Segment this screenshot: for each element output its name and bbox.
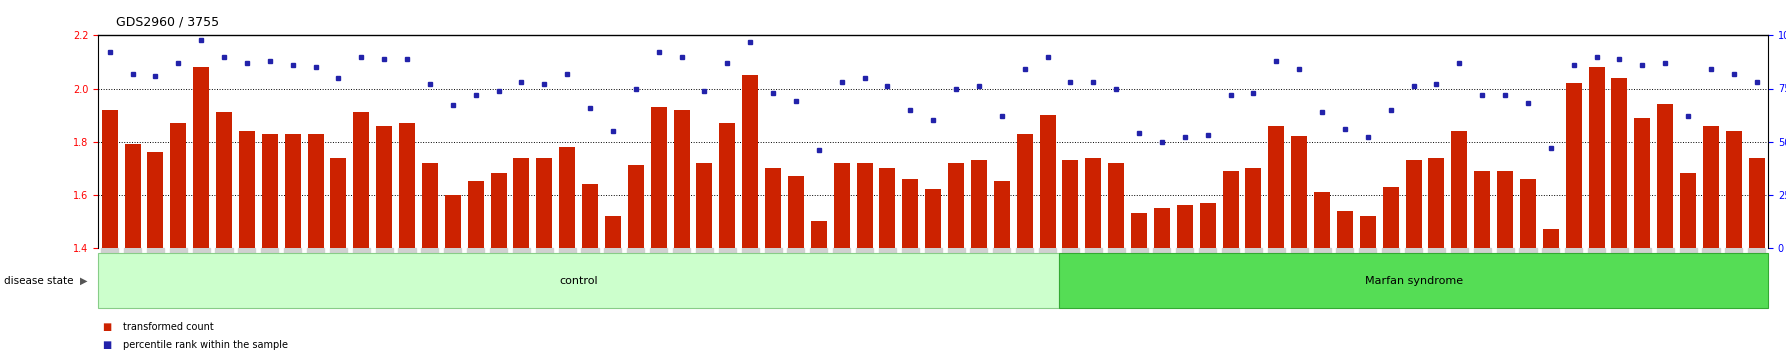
Bar [102,110,118,248]
Bar [1520,179,1536,248]
Bar [1382,187,1398,248]
Text: transformed count: transformed count [123,322,214,332]
Bar [307,134,323,248]
Bar [925,189,941,248]
Bar [239,131,255,248]
Bar [1338,211,1354,248]
Bar [1473,171,1490,248]
Text: Marfan syndrome: Marfan syndrome [1365,275,1463,286]
Bar [697,163,713,248]
Bar [993,182,1009,248]
Bar [879,168,895,248]
Text: percentile rank within the sample: percentile rank within the sample [123,340,288,350]
Bar [1566,83,1582,248]
Bar [445,195,461,248]
Bar [468,182,484,248]
Bar [1543,229,1559,248]
Bar [605,216,622,248]
Bar [1359,216,1375,248]
Bar [1086,158,1102,248]
Bar [788,176,804,248]
Bar [1681,173,1697,248]
Bar [673,110,689,248]
Bar [1245,168,1261,248]
Bar [834,163,850,248]
Bar [1657,104,1673,248]
Bar [720,123,736,248]
Bar [193,67,209,248]
Bar [1452,131,1468,248]
Bar [650,107,666,248]
Bar [743,75,759,248]
Bar [1429,158,1445,248]
Text: ■: ■ [102,322,111,332]
Bar [857,163,873,248]
Bar [1107,163,1123,248]
Bar [629,166,643,248]
Bar [1131,213,1147,248]
Bar [330,158,346,248]
Bar [125,144,141,248]
Bar [536,158,552,248]
Bar [948,163,964,248]
Bar [263,134,279,248]
Bar [377,126,393,248]
Text: GDS2960 / 3755: GDS2960 / 3755 [116,15,220,28]
Bar [1611,78,1627,248]
Bar [513,158,529,248]
Bar [1063,160,1079,248]
Bar [1588,67,1604,248]
Bar [398,123,414,248]
Bar [972,160,988,248]
Bar [1200,202,1216,248]
Bar [1154,208,1170,248]
Bar [421,163,438,248]
Bar [902,179,918,248]
Bar [1406,160,1422,248]
Bar [1016,134,1032,248]
Bar [1748,158,1765,248]
Text: ▶: ▶ [80,275,88,286]
Bar [354,113,370,248]
Bar [216,113,232,248]
Bar [1725,131,1741,248]
Bar [148,152,164,248]
Bar [1177,205,1193,248]
Text: disease state: disease state [4,275,73,286]
Bar [582,184,598,248]
Bar [811,221,827,248]
Bar [170,123,186,248]
Bar [491,173,507,248]
Bar [559,147,575,248]
Bar [1314,192,1331,248]
Bar [284,134,300,248]
Bar [1223,171,1238,248]
Text: control: control [559,275,598,286]
Bar [1497,171,1513,248]
Bar [764,168,780,248]
Bar [1039,115,1056,248]
Bar [1291,136,1307,248]
Bar [1634,118,1650,248]
Text: ■: ■ [102,340,111,350]
Bar [1702,126,1718,248]
Bar [1268,126,1284,248]
